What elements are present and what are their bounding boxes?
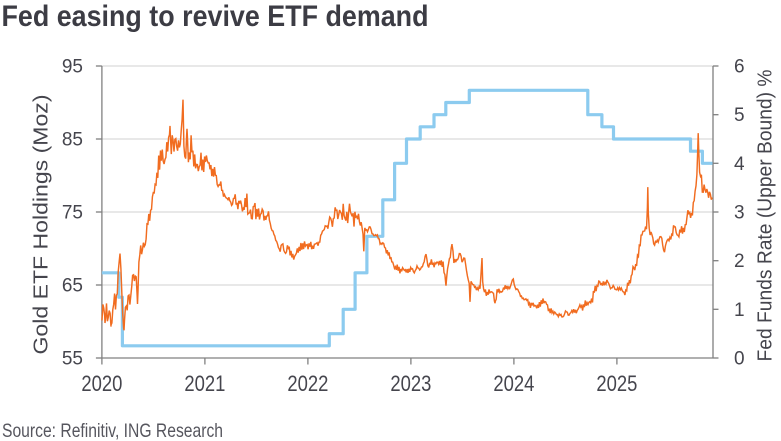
svg-text:2025: 2025	[596, 371, 637, 396]
svg-text:Fed easing to revive ETF deman: Fed easing to revive ETF demand	[2, 0, 429, 33]
svg-text:2024: 2024	[493, 371, 534, 396]
svg-text:3: 3	[734, 203, 745, 224]
svg-text:5: 5	[734, 105, 745, 126]
svg-text:2021: 2021	[184, 371, 225, 396]
svg-text:0: 0	[734, 349, 745, 370]
svg-text:2: 2	[734, 251, 745, 272]
svg-text:6: 6	[734, 57, 745, 78]
svg-text:Source: Refinitiv, ING Researc: Source: Refinitiv, ING Research	[2, 420, 223, 441]
svg-text:65: 65	[62, 276, 83, 297]
svg-text:Gold ETF Holdings (Moz): Gold ETF Holdings (Moz)	[30, 95, 53, 355]
svg-text:95: 95	[62, 57, 83, 78]
svg-text:2023: 2023	[390, 371, 431, 396]
svg-text:55: 55	[62, 349, 83, 370]
svg-text:4: 4	[734, 154, 745, 175]
svg-text:1: 1	[734, 300, 745, 321]
svg-text:85: 85	[62, 130, 83, 151]
svg-text:75: 75	[62, 203, 83, 224]
svg-text:2022: 2022	[287, 371, 328, 396]
svg-text:Fed Funds Rate (Upper Bound) %: Fed Funds Rate (Upper Bound) %	[754, 70, 777, 362]
svg-text:2020: 2020	[81, 371, 122, 396]
